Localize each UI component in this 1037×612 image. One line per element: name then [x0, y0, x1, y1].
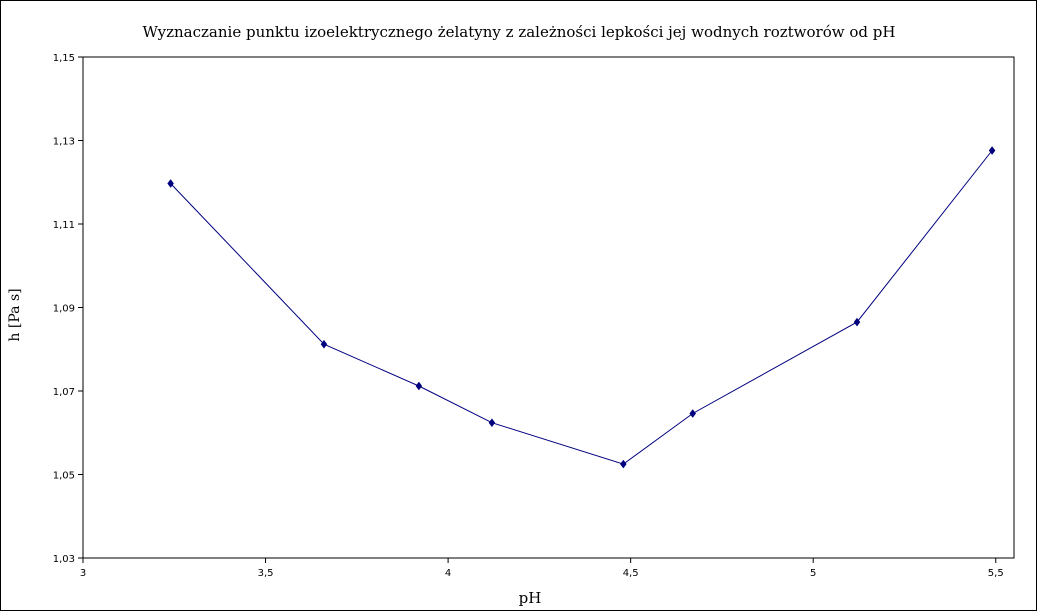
y-axis-title: h [Pa s]	[7, 288, 23, 341]
x-tick-label: 5	[810, 568, 816, 579]
data-point	[415, 381, 423, 391]
x-axis: 3 3,5 4 4,5 5 5,5	[80, 558, 1004, 579]
x-axis-title: pH	[519, 589, 542, 607]
data-point	[689, 409, 697, 418]
y-tick-label: 1,03	[53, 554, 75, 565]
data-point	[488, 418, 496, 428]
plot-area	[82, 56, 1015, 559]
x-tick-label: 5,5	[988, 568, 1004, 579]
y-tick-label: 1,07	[53, 387, 75, 398]
data-point	[167, 179, 174, 188]
data-point	[620, 459, 627, 469]
series-line	[170, 150, 993, 465]
x-tick-label: 3,5	[258, 568, 274, 579]
y-tick-label: 1,05	[53, 471, 75, 482]
chart-title: Wyznaczanie punktu izoelektrycznego żela…	[143, 23, 896, 41]
y-tick-label: 1,11	[53, 220, 75, 231]
y-tick-label: 1,13	[53, 137, 75, 148]
data-point	[988, 146, 996, 155]
data-point	[853, 317, 861, 327]
y-tick-label: 1,09	[53, 304, 75, 315]
series-layer	[167, 146, 996, 469]
x-tick-label: 4,5	[623, 568, 639, 579]
y-tick-label: 1,15	[53, 53, 75, 64]
data-point	[320, 339, 328, 349]
x-tick-label: 3	[80, 568, 86, 579]
y-axis: 1,03 1,05 1,07 1,09 1,11 1,13 1,15	[53, 53, 83, 565]
x-tick-label: 4	[445, 568, 451, 579]
